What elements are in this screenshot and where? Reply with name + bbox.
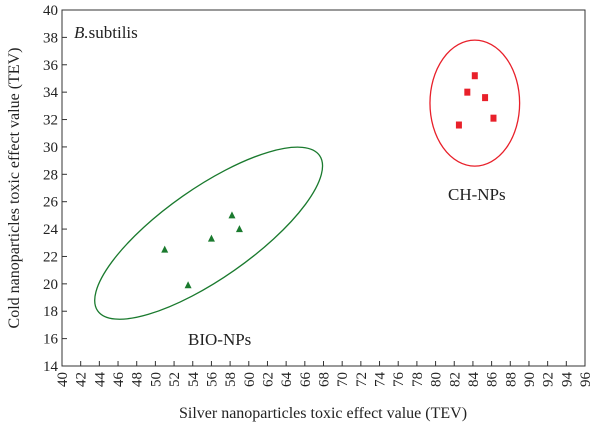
x-tick-label: 46	[111, 372, 127, 388]
x-tick-label: 84	[466, 372, 482, 388]
y-tick-label: 28	[43, 167, 58, 183]
x-tick-label: 74	[373, 372, 389, 388]
y-tick-label: 32	[43, 113, 58, 129]
y-tick-label: 38	[43, 30, 58, 46]
y-tick-label: 40	[43, 3, 58, 19]
x-tick-label: 60	[242, 372, 258, 387]
x-tick-label: 94	[559, 372, 575, 388]
square-point	[464, 88, 471, 96]
x-tick-label: 78	[410, 372, 426, 387]
triangle-point	[207, 234, 215, 242]
x-tick-label: 66	[298, 372, 314, 388]
triangle-point	[184, 281, 192, 289]
x-tick-label: 58	[223, 372, 239, 387]
x-axis-title: Silver nanoparticles toxic effect value …	[179, 405, 467, 422]
x-tick-label: 44	[92, 372, 108, 388]
x-tick-label: 62	[260, 372, 276, 387]
x-tick-label: 76	[391, 372, 407, 388]
triangle-point	[235, 225, 243, 233]
cluster-ellipses	[94, 39, 521, 320]
x-tick-label: 48	[130, 372, 146, 387]
x-tick-label: 92	[541, 372, 557, 387]
y-tick-label: 36	[43, 58, 59, 74]
x-tick-label: 70	[335, 372, 351, 387]
ch-nps-label: CH-NPs	[448, 185, 506, 204]
x-tick-label: 96	[578, 372, 594, 388]
y-tick-label: 24	[43, 222, 59, 238]
square-point	[482, 94, 489, 102]
y-tick-label: 16	[43, 332, 59, 348]
y-tick-label: 26	[43, 195, 59, 211]
x-tick-label: 40	[55, 372, 71, 387]
y-tick-label: 18	[43, 304, 58, 320]
triangle-point	[228, 211, 236, 219]
bio-nps-label: BIO-NPs	[188, 330, 251, 349]
x-tick-label: 88	[503, 372, 519, 387]
square-point	[455, 121, 462, 129]
plot-frame	[61, 9, 586, 367]
x-tick-label: 90	[522, 372, 538, 387]
y-tick-label: 30	[43, 140, 58, 156]
y-tick-label: 14	[43, 359, 59, 375]
x-tick-label: 80	[429, 372, 445, 387]
x-tick-label: 54	[186, 372, 202, 388]
x-tick-label: 52	[167, 372, 183, 387]
x-tick-label: 56	[204, 372, 220, 388]
x-axis-ticks: 40 42 44 46 48 50 52 54 56 58 60 62 64 66 68 70 72 74 76 78…	[55, 361, 594, 387]
square-point	[490, 114, 497, 122]
organism-label: B.subtilis	[74, 23, 138, 42]
ch-nps-ellipse	[429, 39, 521, 167]
x-tick-label: 72	[354, 372, 370, 387]
y-tick-label: 34	[43, 85, 59, 101]
data-points	[161, 72, 497, 289]
x-tick-label: 68	[317, 372, 333, 387]
y-tick-label: 20	[43, 277, 58, 293]
x-tick-label: 64	[279, 372, 295, 388]
bio-nps-ellipse	[94, 146, 324, 320]
square-point	[471, 72, 478, 80]
y-axis-title: Cold nanoparticles toxic effect value (T…	[6, 48, 23, 329]
x-tick-label: 42	[74, 372, 90, 387]
x-tick-label: 86	[485, 372, 501, 388]
y-tick-label: 22	[43, 249, 58, 265]
x-tick-label: 82	[447, 372, 463, 387]
y-axis-ticks: 14 16 18 20 22 24 26 28 30 32 34 36 38 40	[43, 3, 67, 375]
x-tick-label: 50	[148, 372, 164, 387]
triangle-point	[161, 245, 169, 253]
